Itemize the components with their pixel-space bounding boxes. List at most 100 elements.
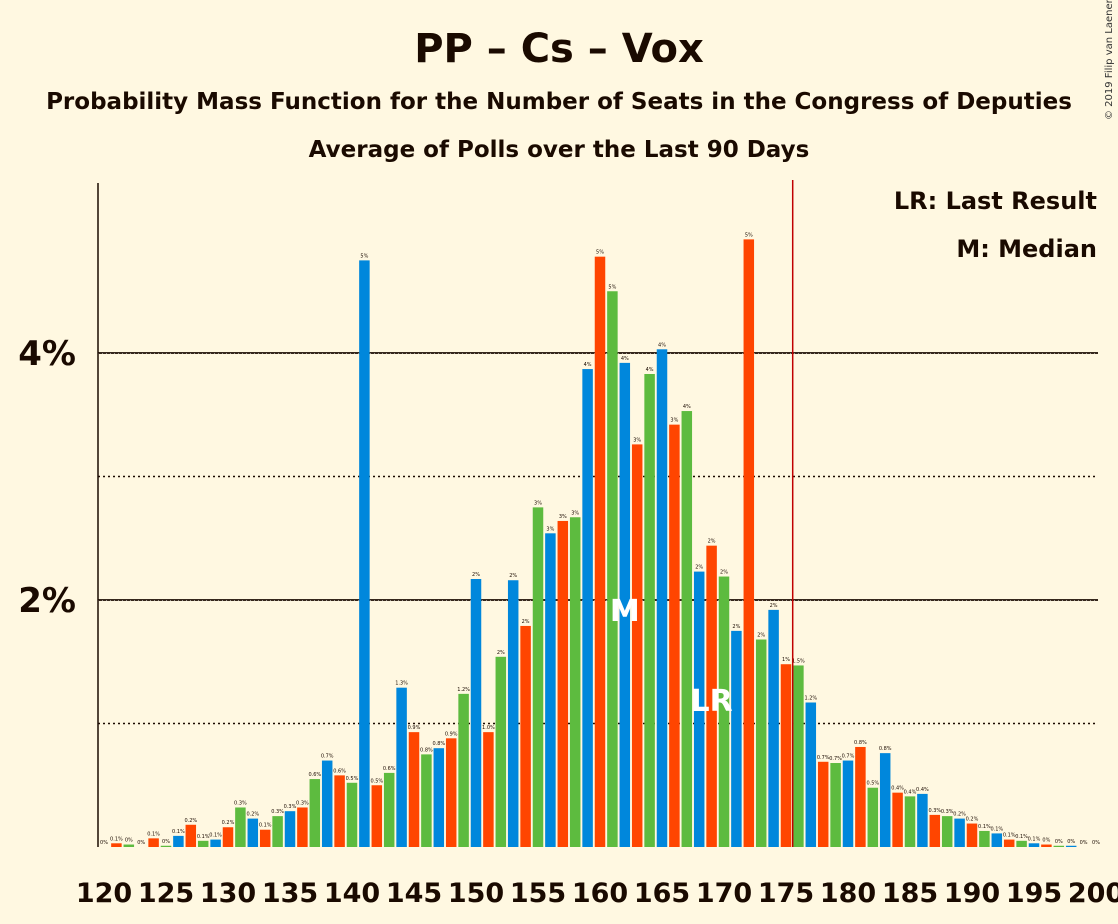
data-label-154: 2% [522,619,530,625]
bar-seat-187 [929,814,941,847]
data-label-155: 3% [534,500,542,506]
bar-seat-161 [607,291,618,847]
bar-seat-122 [123,844,135,847]
x-tick-label: 120 [76,878,132,909]
data-label-167: 4% [683,404,691,410]
bar-seat-171 [731,630,742,847]
bar-seat-155 [532,507,544,847]
data-label-123: 0% [137,840,145,846]
data-label-168: 2% [695,565,703,571]
data-label-191: 0.1% [978,824,991,830]
bar-seat-140 [346,782,358,847]
data-label-174: 2% [770,603,778,609]
chart-title: PP – Cs – Vox [414,26,704,72]
data-label-139: 0.6% [333,768,346,774]
data-label-149: 1.2% [457,687,470,693]
data-label-161: 5% [608,284,616,290]
data-label-131: 0.3% [234,800,247,806]
x-tick-label: 155 [510,878,566,909]
bar-seat-174 [768,609,779,847]
bar-seat-196 [1041,844,1052,847]
bar-seat-142 [371,785,383,847]
bar-seat-154 [520,625,531,847]
data-label-140: 0.5% [346,776,359,782]
x-tick-label: 170 [696,878,752,909]
bar-seat-139 [334,775,345,847]
bar-seat-146 [421,754,432,847]
bar-seat-124 [148,838,159,847]
x-tick-label: 195 [1006,878,1062,909]
bar-seat-165 [656,349,668,847]
median-marker: M [610,594,640,629]
x-tick-label: 165 [634,878,690,909]
bar-seat-149 [458,693,469,847]
bar-seat-157 [557,520,569,847]
data-label-173: 2% [757,633,765,639]
data-label-142: 0.5% [370,778,383,784]
bar-seat-172 [743,239,755,847]
data-label-186: 0.4% [916,787,929,793]
data-label-181: 0.8% [854,740,867,746]
data-label-192: 0.1% [990,826,1003,832]
bar-seat-186 [917,793,928,847]
bar-seat-136 [297,807,308,847]
data-label-193: 0.1% [1003,833,1016,839]
bar-seat-193 [1003,839,1015,847]
data-label-160: 5% [596,250,604,256]
x-tick-label: 200 [1068,878,1118,909]
data-label-158: 3% [571,510,579,516]
axes-group: 2% 4% 120 125 130 135 140 145 150 155 160 165 170 175… [18,183,1118,909]
bar-seat-181 [855,746,866,847]
data-label-128: 0.1% [197,834,210,840]
data-label-190: 0.2% [966,817,979,823]
data-labels-group: 0%0.1% 0% 0%0.1%0%0.1%0.2%0.1% 0.1%0.2%0.3%… [100,232,1100,846]
bar-seat-145 [408,732,420,847]
bar-seat-132 [247,818,259,847]
bar-seat-128 [197,840,209,847]
bar-seat-148 [445,738,457,847]
data-label-122: 0% [125,838,133,844]
x-tick-label: 125 [138,878,194,909]
data-label-199: 0% [1080,840,1088,846]
bar-seat-197 [1053,845,1065,847]
data-label-152: 2% [497,650,505,656]
bar-seat-167 [681,411,693,847]
bar-seat-130 [222,827,234,847]
bar-seat-163 [631,444,643,847]
bar-seat-153 [507,580,519,847]
bar-seat-185 [904,796,916,847]
bar-seat-144 [396,687,407,847]
bar-seat-173 [755,639,767,847]
bar-seat-180 [842,760,854,847]
bar-seat-177 [805,702,817,847]
data-label-184: 0.4% [891,786,904,792]
data-label-196: 0% [1042,838,1050,844]
bar-seat-188 [941,816,953,847]
data-label-121: 0.1% [110,836,123,842]
data-label-180: 0.7% [842,754,855,760]
x-tick-label: 150 [448,878,504,909]
data-label-195: 0.1% [1028,836,1041,842]
data-label-185: 0.4% [904,789,917,795]
x-tick-label: 160 [572,878,628,909]
bar-seat-168 [693,571,705,847]
bar-seat-131 [235,807,246,847]
bar-seat-179 [830,763,841,847]
x-tick-label: 135 [262,878,318,909]
bar-seat-133 [259,829,271,847]
bar-seat-121 [111,843,122,847]
bar-seat-192 [991,833,1003,847]
bars-group [111,239,1077,847]
data-label-124: 0.1% [147,831,160,837]
bar-seat-141 [359,260,370,847]
y-tick-label: 2% [18,581,76,621]
bar-seat-198 [1065,845,1077,847]
bar-seat-182 [867,787,879,847]
legend-last-result: LR: Last Result [894,187,1097,215]
data-label-146: 0.8% [420,747,433,753]
data-label-171: 2% [732,624,740,630]
bar-seat-169 [706,545,717,847]
data-label-189: 0.2% [953,812,966,818]
data-label-132: 0.2% [246,812,259,818]
